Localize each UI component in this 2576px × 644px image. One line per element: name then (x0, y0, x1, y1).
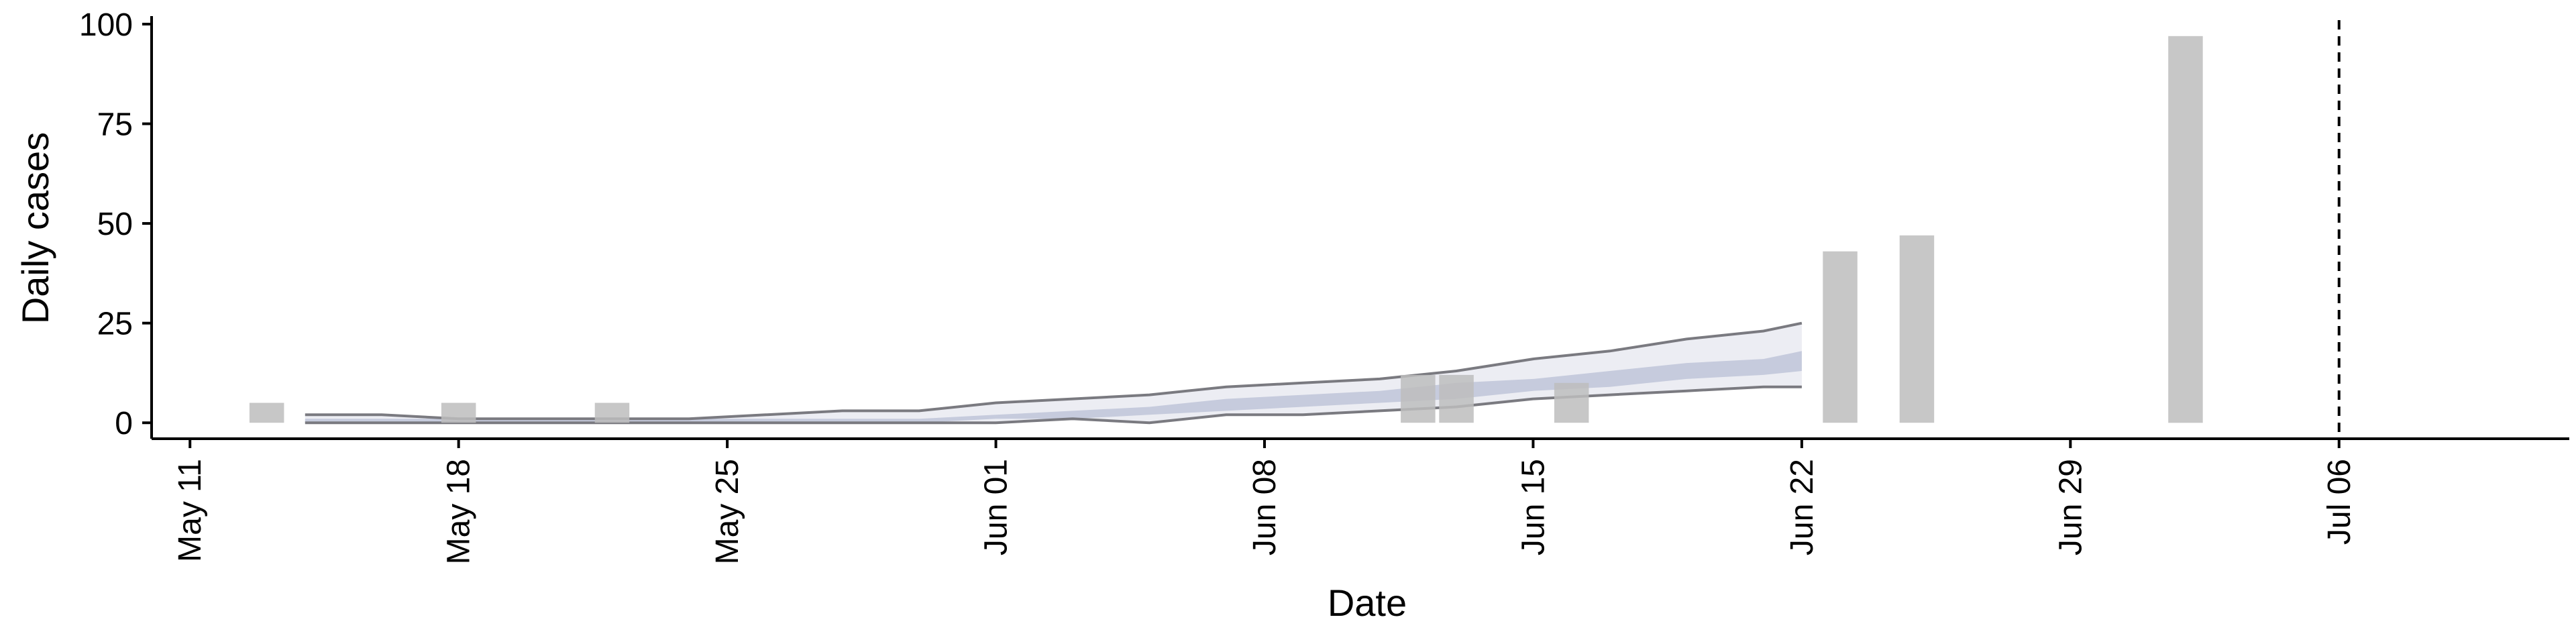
x-tick-label: Jun 01 (979, 459, 1014, 555)
case-bar (1401, 374, 1436, 423)
x-tick-label: May 11 (172, 459, 208, 562)
bar-layer (249, 36, 2203, 423)
x-tick-label: Jul 06 (2322, 459, 2357, 545)
y-tick-label: 25 (97, 307, 133, 342)
x-tick-label: Jun 15 (1515, 459, 1551, 555)
inner-interval-area (305, 351, 1802, 423)
y-tick-label: 100 (79, 7, 133, 43)
case-bar (2168, 36, 2203, 423)
x-tick-label: Jun 22 (1784, 459, 1820, 555)
case-bar (441, 402, 476, 423)
y-tick-label: 75 (97, 107, 133, 143)
case-bar (1554, 382, 1589, 423)
axes: 0 25 50 75 100 May 11 May 18 May 25 Jun 01 Jun 08… (79, 7, 2569, 564)
case-bar (1439, 374, 1474, 423)
y-tick-label: 0 (115, 406, 133, 441)
x-tick-label: May 25 (710, 459, 745, 564)
case-bar (1899, 235, 1935, 423)
y-axis-label: Daily cases (14, 132, 56, 324)
x-tick-label: May 18 (441, 459, 477, 564)
case-bar (594, 402, 630, 423)
y-tick-label: 50 (97, 207, 133, 242)
x-axis-label: Date (1328, 582, 1407, 624)
case-bar (249, 402, 284, 423)
case-bar (1823, 251, 1858, 423)
outer-interval-upper-line (305, 321, 1803, 421)
x-tick-label: Jun 29 (2053, 459, 2088, 555)
x-tick-label: Jun 08 (1247, 459, 1283, 555)
